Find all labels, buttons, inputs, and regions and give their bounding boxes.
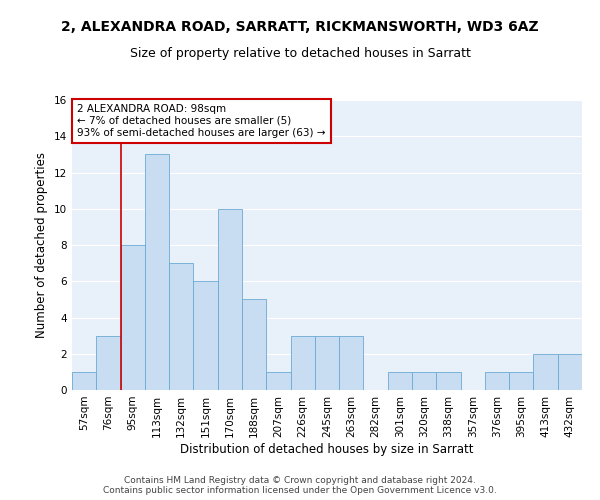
Bar [533,354,558,390]
Text: 2 ALEXANDRA ROAD: 98sqm
← 7% of detached houses are smaller (5)
93% of semi-deta: 2 ALEXANDRA ROAD: 98sqm ← 7% of detached… [77,104,326,138]
Bar [96,336,121,390]
Bar [266,372,290,390]
Bar [218,209,242,390]
Bar [72,372,96,390]
Bar [485,372,509,390]
Text: Size of property relative to detached houses in Sarratt: Size of property relative to detached ho… [130,48,470,60]
Text: Contains HM Land Registry data © Crown copyright and database right 2024.
Contai: Contains HM Land Registry data © Crown c… [103,476,497,495]
Bar [121,245,145,390]
Bar [339,336,364,390]
Bar [193,281,218,390]
Bar [412,372,436,390]
Bar [290,336,315,390]
Bar [558,354,582,390]
Bar [145,154,169,390]
Bar [436,372,461,390]
Y-axis label: Number of detached properties: Number of detached properties [35,152,49,338]
Bar [509,372,533,390]
Bar [315,336,339,390]
Bar [388,372,412,390]
X-axis label: Distribution of detached houses by size in Sarratt: Distribution of detached houses by size … [180,442,474,456]
Text: 2, ALEXANDRA ROAD, SARRATT, RICKMANSWORTH, WD3 6AZ: 2, ALEXANDRA ROAD, SARRATT, RICKMANSWORT… [61,20,539,34]
Bar [242,300,266,390]
Bar [169,263,193,390]
